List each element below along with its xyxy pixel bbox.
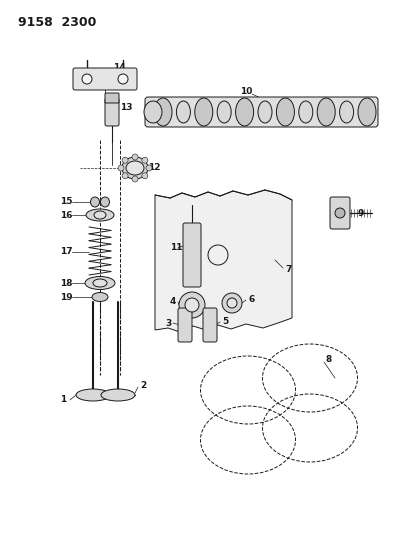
Circle shape xyxy=(146,165,152,171)
Circle shape xyxy=(122,173,128,179)
Text: 18: 18 xyxy=(60,279,72,287)
Text: 10: 10 xyxy=(240,87,252,96)
Ellipse shape xyxy=(217,101,231,123)
Circle shape xyxy=(132,176,138,182)
Circle shape xyxy=(82,74,92,84)
Text: 6: 6 xyxy=(248,295,254,304)
Ellipse shape xyxy=(222,293,242,313)
Polygon shape xyxy=(155,190,292,332)
Ellipse shape xyxy=(358,98,376,126)
Text: 7: 7 xyxy=(285,265,291,274)
Text: 3: 3 xyxy=(165,319,171,327)
FancyBboxPatch shape xyxy=(145,97,378,127)
Ellipse shape xyxy=(258,101,272,123)
Text: 8: 8 xyxy=(326,356,332,365)
FancyBboxPatch shape xyxy=(73,68,137,90)
Ellipse shape xyxy=(176,101,190,123)
Ellipse shape xyxy=(86,209,114,221)
Ellipse shape xyxy=(126,161,144,175)
Ellipse shape xyxy=(299,101,313,123)
Text: 2: 2 xyxy=(140,381,146,390)
Ellipse shape xyxy=(85,277,115,289)
Ellipse shape xyxy=(179,292,205,318)
Text: 13: 13 xyxy=(120,102,132,111)
FancyBboxPatch shape xyxy=(105,93,119,103)
Text: 9: 9 xyxy=(358,208,365,217)
FancyBboxPatch shape xyxy=(105,98,119,126)
Ellipse shape xyxy=(93,279,107,287)
Circle shape xyxy=(132,154,138,160)
FancyBboxPatch shape xyxy=(178,308,192,342)
Ellipse shape xyxy=(154,98,172,126)
Circle shape xyxy=(142,157,148,163)
Ellipse shape xyxy=(92,293,108,302)
Text: 17: 17 xyxy=(60,247,73,256)
Ellipse shape xyxy=(122,157,148,179)
Ellipse shape xyxy=(277,98,294,126)
Ellipse shape xyxy=(339,101,353,123)
Ellipse shape xyxy=(144,101,162,123)
Ellipse shape xyxy=(101,389,135,401)
Text: 11: 11 xyxy=(170,244,182,253)
Ellipse shape xyxy=(101,197,109,207)
Ellipse shape xyxy=(227,298,237,308)
Text: 14: 14 xyxy=(113,63,126,72)
Text: 16: 16 xyxy=(60,211,72,220)
Circle shape xyxy=(122,157,128,163)
Ellipse shape xyxy=(185,298,199,312)
Text: 5: 5 xyxy=(222,318,228,327)
Ellipse shape xyxy=(76,389,110,401)
Text: 12: 12 xyxy=(148,164,161,173)
FancyBboxPatch shape xyxy=(183,223,201,287)
Circle shape xyxy=(118,74,128,84)
FancyBboxPatch shape xyxy=(203,308,217,342)
Circle shape xyxy=(142,173,148,179)
Ellipse shape xyxy=(195,98,213,126)
Text: 9158  2300: 9158 2300 xyxy=(18,15,96,28)
Ellipse shape xyxy=(90,197,99,207)
FancyBboxPatch shape xyxy=(330,197,350,229)
Ellipse shape xyxy=(317,98,335,126)
Text: 1: 1 xyxy=(60,395,66,405)
Text: 15: 15 xyxy=(60,198,72,206)
Text: 4: 4 xyxy=(170,297,176,306)
Circle shape xyxy=(118,165,124,171)
Ellipse shape xyxy=(236,98,254,126)
Text: 19: 19 xyxy=(60,293,73,302)
Circle shape xyxy=(335,208,345,218)
Ellipse shape xyxy=(94,211,106,219)
